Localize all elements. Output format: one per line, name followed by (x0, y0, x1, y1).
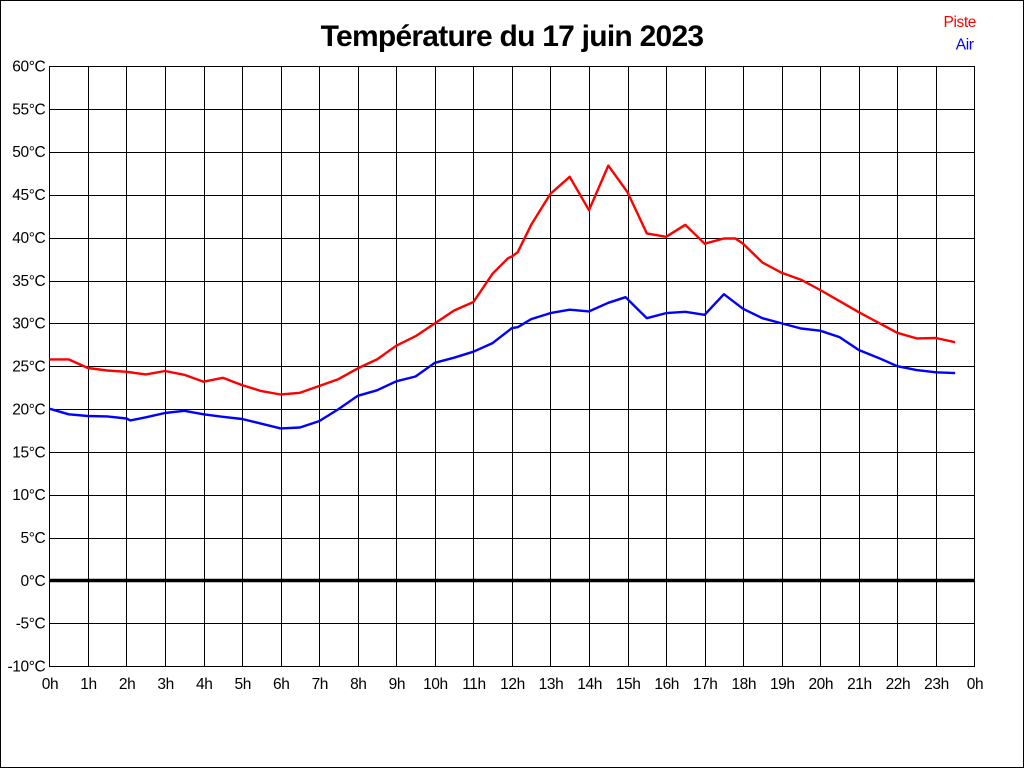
svg-text:Air: Air (956, 37, 974, 54)
svg-text:60°C: 60°C (12, 59, 45, 76)
svg-text:40°C: 40°C (12, 230, 45, 247)
svg-text:20°C: 20°C (12, 401, 45, 418)
svg-text:8h: 8h (350, 676, 366, 693)
svg-text:30°C: 30°C (12, 316, 45, 333)
svg-text:5°C: 5°C (20, 530, 45, 547)
svg-text:15°C: 15°C (12, 444, 45, 461)
svg-text:17h: 17h (693, 676, 718, 693)
svg-text:5h: 5h (234, 676, 250, 693)
svg-text:4h: 4h (196, 676, 212, 693)
svg-text:Piste: Piste (944, 14, 976, 31)
svg-text:6h: 6h (273, 676, 289, 693)
svg-text:55°C: 55°C (12, 101, 45, 118)
svg-text:-10°C: -10°C (8, 659, 46, 676)
svg-text:2h: 2h (119, 676, 135, 693)
svg-text:45°C: 45°C (12, 187, 45, 204)
svg-text:11h: 11h (462, 676, 486, 693)
svg-text:0h: 0h (967, 676, 983, 693)
svg-text:50°C: 50°C (12, 144, 45, 161)
svg-text:16h: 16h (654, 676, 679, 693)
svg-text:Température du 17 juin 2023: Température du 17 juin 2023 (321, 20, 704, 53)
svg-text:20h: 20h (808, 676, 833, 693)
svg-text:35°C: 35°C (12, 273, 45, 290)
svg-text:19h: 19h (770, 676, 795, 693)
svg-text:3h: 3h (157, 676, 173, 693)
svg-text:13h: 13h (539, 676, 564, 693)
svg-text:0h: 0h (42, 676, 58, 693)
svg-text:23h: 23h (924, 676, 949, 693)
svg-text:0°C: 0°C (20, 573, 45, 590)
svg-text:12h: 12h (500, 676, 525, 693)
svg-text:10°C: 10°C (12, 487, 45, 504)
svg-text:-5°C: -5°C (16, 616, 46, 633)
svg-text:14h: 14h (577, 676, 602, 693)
svg-text:9h: 9h (389, 676, 405, 693)
svg-text:10h: 10h (423, 676, 448, 693)
svg-text:21h: 21h (847, 676, 872, 693)
svg-text:15h: 15h (616, 676, 641, 693)
svg-text:1h: 1h (80, 676, 96, 693)
svg-text:25°C: 25°C (12, 359, 45, 376)
svg-text:7h: 7h (312, 676, 328, 693)
svg-text:18h: 18h (731, 676, 756, 693)
svg-text:22h: 22h (886, 676, 911, 693)
